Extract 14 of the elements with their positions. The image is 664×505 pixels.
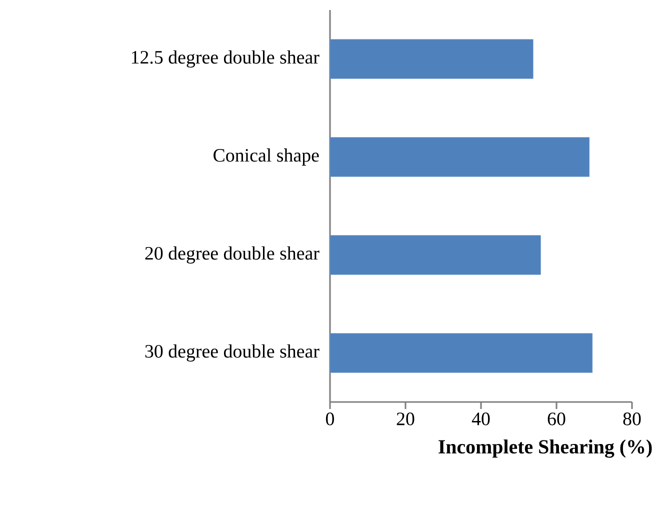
x-tick-label: 40: [472, 412, 490, 426]
y-tick-label: Conical shape: [214, 148, 319, 166]
bar: [330, 333, 593, 373]
y-tick-label: 30 degree double shear: [145, 344, 320, 362]
bar: [330, 137, 590, 177]
x-tick-label: 60: [548, 412, 566, 426]
x-tick-label: 20: [396, 412, 414, 426]
x-tick-label: 80: [623, 412, 641, 426]
x-axis-title: Incomplete Shearing (%): [438, 440, 652, 458]
y-tick-label: 20 degree double shear: [145, 246, 320, 264]
bar: [330, 235, 541, 275]
bar: [330, 39, 534, 79]
y-tick-label: 12.5 degree double shear: [132, 50, 320, 68]
x-tick-label: 0: [326, 412, 334, 426]
